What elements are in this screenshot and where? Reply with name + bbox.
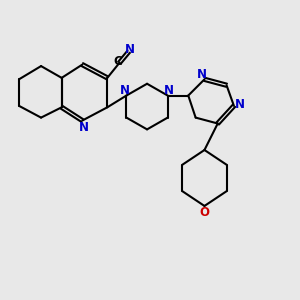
Text: O: O — [200, 206, 209, 219]
Text: N: N — [79, 121, 88, 134]
Text: N: N — [125, 43, 135, 56]
Text: C: C — [114, 55, 123, 68]
Text: N: N — [120, 84, 130, 97]
Text: N: N — [196, 68, 206, 80]
Text: N: N — [235, 98, 245, 111]
Text: N: N — [164, 84, 174, 97]
